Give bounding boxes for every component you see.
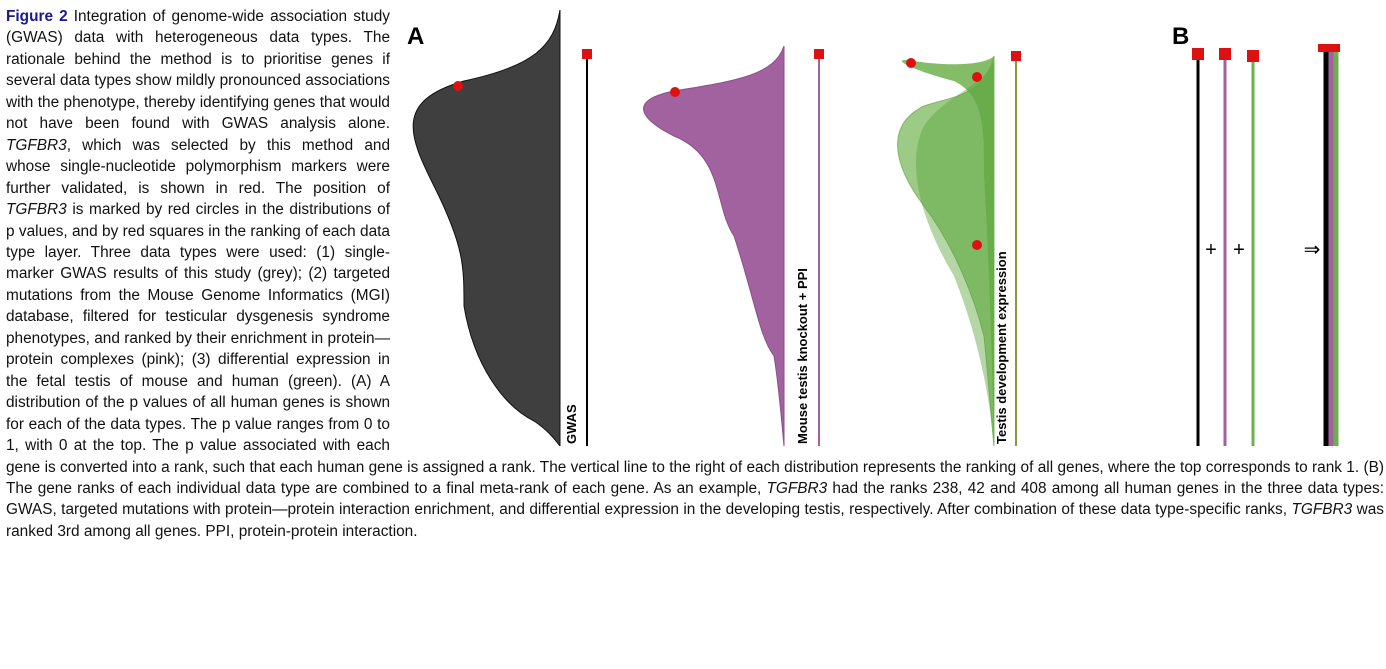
caption-text: Integration of genome-wide association s… <box>6 8 390 133</box>
rank-marker <box>582 49 592 59</box>
gene-marker <box>906 58 916 68</box>
caption-text: was ranked 3rd among all genes. PPI, pro… <box>6 501 1384 540</box>
operator: ⇒ <box>1304 239 1321 261</box>
gene-marker <box>972 240 982 250</box>
rank-marker <box>1318 44 1340 52</box>
operator: + <box>1233 239 1245 261</box>
gene-marker <box>670 87 680 97</box>
rank-marker <box>814 49 824 59</box>
expression-distribution <box>915 61 994 446</box>
gene-name: TGFBR3 <box>6 201 67 219</box>
layer-label: GWAS <box>564 404 579 444</box>
expression-distribution <box>897 55 995 447</box>
gene-name: TGFBR3 <box>6 136 67 154</box>
layer-label: Testis development expression <box>994 251 1009 444</box>
figure-svg: A B GWAS Mouse testis knockout + PPI Tes… <box>407 9 1340 448</box>
rank-marker <box>1192 48 1204 60</box>
gene-name: TGFBR3 <box>1291 501 1353 519</box>
layer-label: Mouse testis knockout + PPI <box>795 268 810 444</box>
caption-text: is marked by red circles in the distribu… <box>6 201 1384 497</box>
rank-marker <box>1219 48 1231 60</box>
rank-marker <box>1011 51 1021 61</box>
figure: A B GWAS Mouse testis knockout + PPI Tes… <box>394 6 1384 448</box>
operator: + <box>1205 239 1217 261</box>
caption-text: had the ranks 238, 42 and 408 among all … <box>6 479 1384 519</box>
panel-label: A <box>407 23 424 50</box>
ppi-distribution <box>643 45 785 447</box>
caption-block: A B GWAS Mouse testis knockout + PPI Tes… <box>6 6 1384 540</box>
gene-marker <box>453 81 463 91</box>
panel-label: B <box>1172 23 1189 50</box>
caption-text: , which was selected by this method and … <box>6 136 390 197</box>
expression-distribution <box>901 56 994 446</box>
rank-marker <box>1247 50 1259 62</box>
figure-label: Figure 2 <box>6 8 68 25</box>
gwas-distribution <box>412 9 561 448</box>
gene-marker <box>972 72 982 82</box>
gene-name: TGFBR3 <box>766 479 828 497</box>
